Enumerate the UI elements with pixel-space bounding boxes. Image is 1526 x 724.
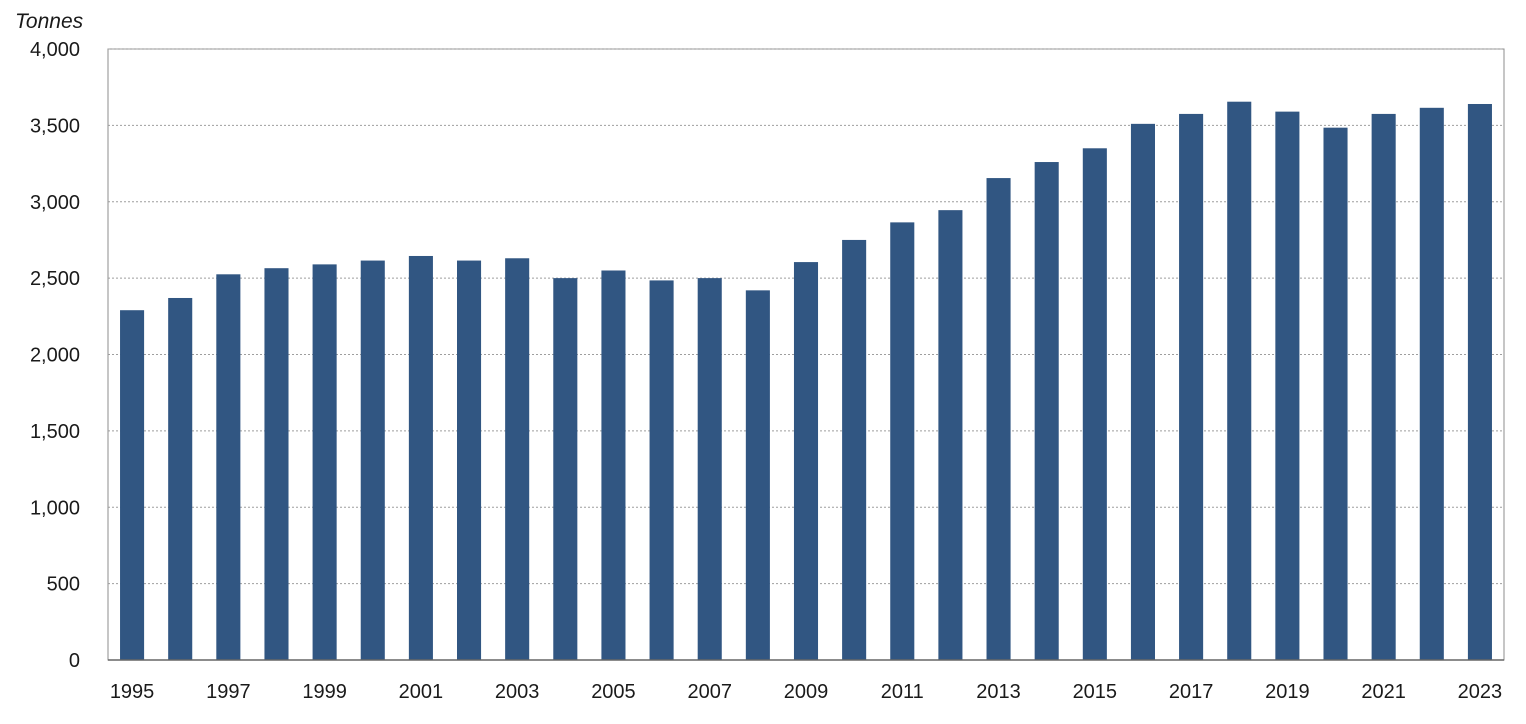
x-tick-label: 2015 bbox=[1073, 681, 1118, 703]
y-tick-label: 3,500 bbox=[30, 115, 80, 137]
x-tick-label: 2007 bbox=[687, 681, 732, 703]
bar-2016 bbox=[1130, 123, 1155, 660]
bar-2011 bbox=[890, 222, 915, 660]
bar-2012 bbox=[938, 210, 963, 660]
y-tick-label: 1,000 bbox=[30, 497, 80, 519]
y-axis-title: Tonnes bbox=[15, 10, 84, 33]
x-tick-label: 2003 bbox=[495, 681, 540, 703]
bar-2018 bbox=[1227, 101, 1252, 661]
bar-2001 bbox=[408, 255, 433, 660]
bar-2013 bbox=[986, 178, 1011, 661]
bar-2008 bbox=[745, 290, 770, 660]
bar-2014 bbox=[1034, 162, 1059, 660]
bar-2021 bbox=[1371, 113, 1396, 660]
y-tick-label: 3,000 bbox=[30, 192, 80, 214]
bar-2009 bbox=[793, 262, 819, 660]
bar-2023 bbox=[1467, 103, 1492, 661]
bar-1995 bbox=[120, 310, 145, 660]
bar-2006 bbox=[649, 280, 674, 660]
x-tick-label: 2017 bbox=[1169, 681, 1214, 703]
bar-2003 bbox=[505, 258, 530, 660]
x-tick-label: 1997 bbox=[206, 681, 251, 703]
bar-2004 bbox=[553, 278, 578, 660]
y-tick-label: 2,500 bbox=[30, 268, 80, 290]
y-axis-ticks: 0 500 1,000 1,500 2,000 2,500 3,000 3,500 4,000 bbox=[30, 39, 80, 672]
bar-2007 bbox=[697, 278, 722, 660]
bar-2015 bbox=[1082, 148, 1107, 660]
x-axis-ticks: 1995 1997 1999 2001 2003 2005 2007 2009 2011 2013… bbox=[110, 681, 1502, 703]
x-tick-label: 2023 bbox=[1458, 681, 1503, 703]
x-tick-label: 2021 bbox=[1361, 681, 1406, 703]
y-tick-label: 4,000 bbox=[30, 39, 80, 61]
x-tick-label: 2009 bbox=[784, 681, 829, 703]
x-tick-label: 2001 bbox=[399, 681, 444, 703]
x-tick-label: 2019 bbox=[1265, 681, 1310, 703]
bar-2022 bbox=[1419, 107, 1444, 661]
y-tick-label: 2,000 bbox=[30, 345, 80, 367]
bar-2010 bbox=[842, 239, 867, 660]
bar-2005 bbox=[601, 270, 626, 660]
bar-1999 bbox=[312, 264, 337, 660]
bar-2019 bbox=[1275, 111, 1300, 660]
bars bbox=[120, 101, 1492, 661]
x-tick-label: 2005 bbox=[591, 681, 636, 703]
y-tick-label: 0 bbox=[69, 650, 80, 672]
x-tick-label: 1999 bbox=[302, 681, 347, 703]
bar-1996 bbox=[168, 297, 193, 660]
x-tick-label: 2011 bbox=[881, 681, 924, 703]
bar-2000 bbox=[360, 260, 385, 660]
x-tick-label: 1995 bbox=[110, 681, 155, 703]
bar-1997 bbox=[216, 274, 241, 660]
y-tick-label: 500 bbox=[47, 574, 80, 596]
y-tick-label: 1,500 bbox=[30, 421, 80, 443]
x-tick-label: 2013 bbox=[976, 681, 1021, 703]
bar-2017 bbox=[1179, 113, 1204, 660]
bar-1998 bbox=[264, 268, 289, 660]
bar-2002 bbox=[457, 260, 482, 660]
bar-2020 bbox=[1323, 127, 1348, 660]
